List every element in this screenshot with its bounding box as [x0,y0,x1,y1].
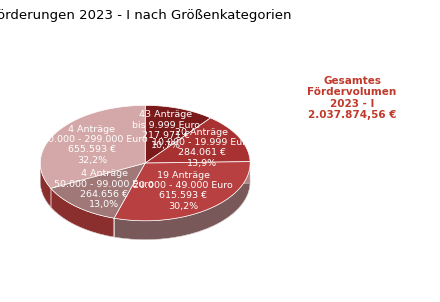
Text: 43 Anträge
bis 9.999 Euro
217.971 €
10,7%: 43 Anträge bis 9.999 Euro 217.971 € 10,7… [132,110,200,150]
Polygon shape [40,163,114,237]
Polygon shape [51,163,145,218]
Text: Förderungen 2023 - I nach Größenkategorien: Förderungen 2023 - I nach Größenkategori… [0,9,292,22]
Polygon shape [145,105,211,163]
Polygon shape [40,105,145,188]
Text: 20 Anträge
10.000 - 19.999 Euro
284.061 €
13,9%: 20 Anträge 10.000 - 19.999 Euro 284.061 … [152,127,251,168]
Text: 4 Anträge
50.000 - 99.000 Euro
264.656 €
13,0%: 4 Anträge 50.000 - 99.000 Euro 264.656 €… [54,169,154,210]
Polygon shape [40,166,250,240]
Polygon shape [145,118,250,163]
Text: Gesamtes
Fördervolumen
2023 - I
2.037.874,56 €: Gesamtes Fördervolumen 2023 - I 2.037.87… [308,76,396,120]
Text: 4 Anträge
100.000 - 299.000 Euro
655.593 €
32,2%: 4 Anträge 100.000 - 299.000 Euro 655.593… [36,125,148,165]
Text: 19 Anträge
20.000 - 49.000 Euro
615.593 €
30,2%: 19 Anträge 20.000 - 49.000 Euro 615.593 … [133,171,233,211]
Polygon shape [40,166,250,239]
Polygon shape [51,164,250,240]
Polygon shape [40,164,250,240]
Polygon shape [114,162,250,221]
